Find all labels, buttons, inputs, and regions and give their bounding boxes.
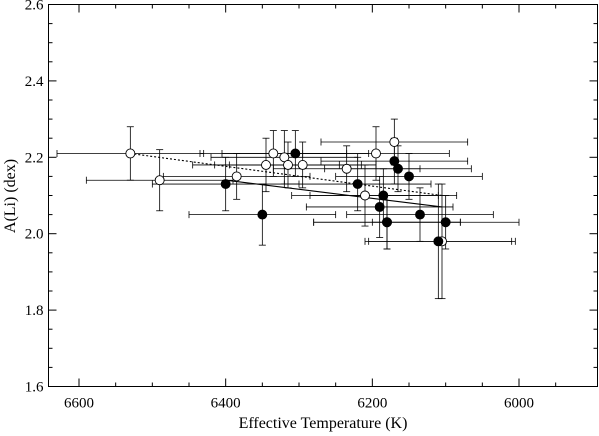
open-circle-point <box>154 175 165 186</box>
filled-circle-point <box>220 179 231 189</box>
data-points <box>125 137 451 247</box>
y-tick-label: 2.0 <box>25 227 44 243</box>
x-axis-label: Effective Temperature (K) <box>239 415 408 432</box>
fit-line-solid <box>225 179 443 208</box>
filled-circle-point <box>374 202 385 212</box>
x-tick-label: 6200 <box>357 396 387 412</box>
open-circle-point <box>389 137 400 147</box>
open-circle-point <box>360 190 370 201</box>
open-circle-point <box>261 159 271 170</box>
y-tick-label: 1.6 <box>25 380 44 396</box>
filled-circle-point <box>433 236 444 247</box>
ticks-layer: 1.6 1.8 2.0 2.2 2.4 2.6 6600 6400 6200 6000 <box>25 0 598 412</box>
y-tick-label: 2.4 <box>25 74 44 90</box>
filled-circle-point <box>382 217 392 228</box>
filled-circle-point <box>352 179 363 189</box>
open-circle-point <box>283 159 293 170</box>
open-circle-point <box>371 148 381 159</box>
open-circle-point <box>231 171 242 182</box>
y-tick-label: 2.6 <box>25 0 44 14</box>
y-axis-label: A(Li) (dex) <box>2 159 19 233</box>
x-tick-label: 6600 <box>64 396 94 412</box>
y-tick-label: 2.2 <box>25 150 44 166</box>
x-tick-label: 6400 <box>211 396 241 412</box>
filled-circle-point <box>393 163 403 174</box>
open-circle-point <box>268 148 279 159</box>
fit-lines <box>130 152 443 208</box>
error-bars <box>56 118 520 300</box>
filled-circle-point <box>404 171 414 182</box>
filled-circle-point <box>257 209 268 220</box>
open-circle-point <box>125 148 136 159</box>
open-circle-point <box>297 159 308 170</box>
filled-circle-point <box>440 217 451 228</box>
filled-circle-point <box>290 148 301 159</box>
filled-circle-point <box>378 190 389 201</box>
fit-line-dotted <box>130 152 443 197</box>
open-circle-point <box>341 163 352 174</box>
y-tick-label: 1.8 <box>25 303 44 319</box>
filled-circle-point <box>415 209 425 220</box>
x-tick-label: 6000 <box>504 396 534 412</box>
